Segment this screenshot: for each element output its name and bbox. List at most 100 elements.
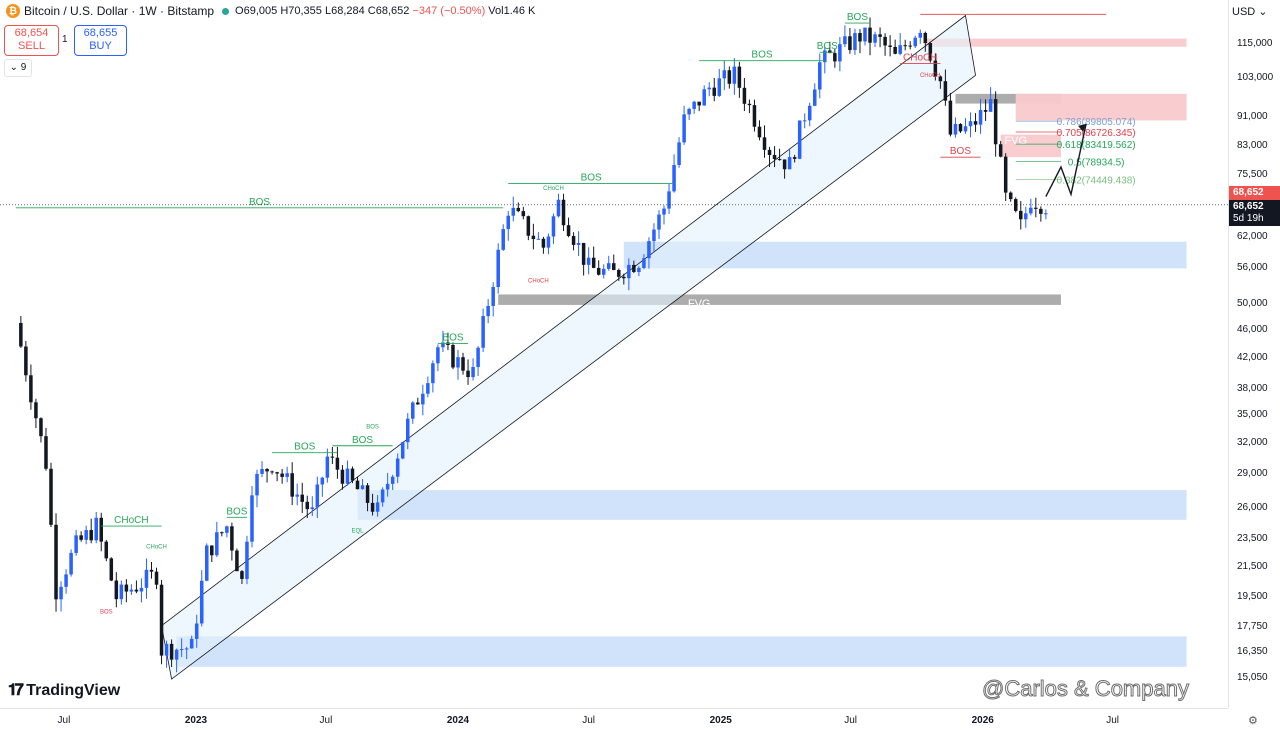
candle [79,531,83,542]
candle [998,140,1003,158]
structure-label: BOS [352,435,373,446]
candle [732,58,737,95]
candle-body [481,316,485,348]
candle [159,579,164,665]
open-value: O69,005 [235,5,278,17]
candle [521,206,526,220]
buy-button[interactable]: 68,655 BUY [74,25,127,56]
candle-body [235,550,239,572]
candle [1034,197,1038,218]
candle [782,159,787,179]
candle-body [255,473,259,496]
candle-body [601,268,606,275]
candle-body [79,535,83,540]
candle [516,202,521,213]
candle [727,66,732,89]
candle [848,27,852,54]
candle-body [245,541,249,579]
candle [596,260,601,276]
candle-body [486,305,490,317]
sell-label: SELL [18,40,45,52]
candle [330,446,335,465]
candle-body [511,207,516,216]
candle-body [747,103,752,106]
candle [19,316,23,348]
candle [642,254,646,270]
candle [627,258,631,291]
candle [983,99,988,121]
candle [531,223,536,250]
candle-body [64,574,68,587]
annotation-label: EQL [351,529,364,535]
candle [405,413,410,450]
candle-body [506,215,511,230]
candle-body [928,43,933,61]
candle [481,308,485,352]
symbol-title[interactable]: Bitcoin / U.S. Dollar · 1W · Bitstamp [24,4,215,18]
candle-body [913,37,918,47]
candle-body [667,191,671,209]
candle-body [436,347,440,364]
candle-body [617,270,621,277]
candle-body [325,456,330,478]
indicators-toggle-button[interactable]: ⌄ 9 [4,59,32,77]
candle [541,236,546,254]
candle [350,466,355,484]
candle [747,99,752,114]
candle [767,146,772,168]
candle-body [526,216,531,236]
candle [617,268,621,281]
candle [1029,198,1033,216]
time-tick-label: Jul [57,715,71,726]
candle [129,584,134,595]
price-axis[interactable]: 15,050 16,350 17,750 19,500 21,500 23,500 26,0… [1228,0,1280,708]
time-axis[interactable]: Jul 2023 Jul 2024 Jul 2025 Jul 2026 Jul [0,708,1228,732]
candle-body [627,264,631,279]
red-fvg-zone [1000,134,1061,158]
structure-label: BOS [226,506,247,517]
sell-button[interactable]: 68,654 SELL [4,25,59,56]
candle-body [1044,213,1048,215]
time-tick-label: Jul [1106,715,1120,726]
candle [310,496,315,516]
candle-body [69,552,73,575]
price-tick-label: 21,500 [1237,560,1268,572]
currency-select[interactable]: USD ⌄ [1232,6,1268,18]
candle-body [868,27,872,43]
candle [491,282,495,317]
candle [1008,191,1013,202]
candle-body [818,62,822,90]
candle-body [416,402,420,405]
candle [863,27,867,46]
candle [571,232,576,251]
candle-body [199,580,204,624]
candle [858,29,862,54]
price-chart[interactable]: BOS CHoCH BOS BOS BOS BOS BOS BOS BOS BOS BOS CHoCH… [0,0,1228,708]
candle-body [305,501,310,510]
candle-body [687,108,691,115]
projection-path [1045,123,1087,197]
candle [400,441,405,460]
candle [737,61,742,98]
candle-body [431,363,435,384]
candle-body [24,346,28,376]
candle [99,512,104,552]
settings-icon[interactable]: ⚙ [1248,715,1258,727]
candle-body [792,157,797,159]
candle [300,482,304,514]
quantity-value[interactable]: 1 [62,34,68,45]
candle [466,359,470,385]
candle-body [491,287,495,306]
candle [677,137,681,168]
candle-body [732,66,737,84]
candle [365,482,370,512]
candle-body [541,238,546,248]
candle-body [365,485,370,503]
candle [933,53,938,81]
candle-body [210,545,214,556]
candle-body [823,50,827,63]
candle [184,646,189,660]
candle [878,27,882,48]
bitcoin-icon: ₿ [6,4,20,18]
fib-level-label: 0.5(78934.5) [1068,157,1125,168]
